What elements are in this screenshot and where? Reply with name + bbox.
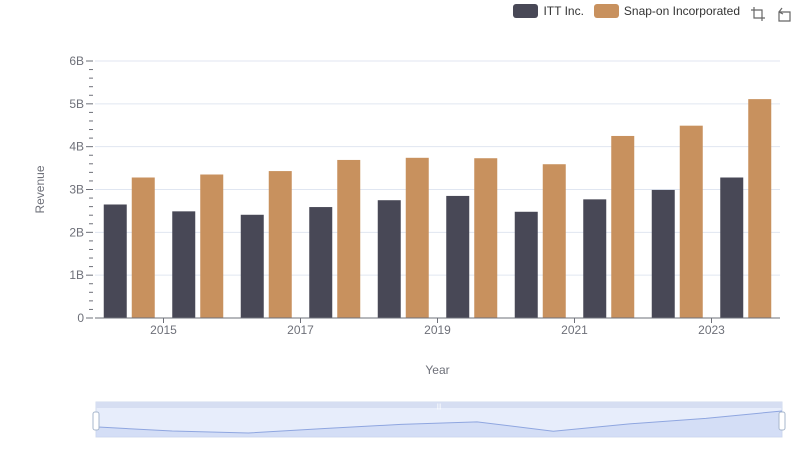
bar-itt-2015[interactable] bbox=[172, 211, 196, 318]
bar-snapon-2015[interactable] bbox=[200, 174, 224, 318]
y-tick-label: 2B bbox=[69, 225, 84, 239]
bar-itt-2018[interactable] bbox=[377, 200, 401, 318]
toolbox bbox=[750, 6, 792, 22]
y-tick-label: 1B bbox=[69, 268, 84, 282]
bar-itt-2016[interactable] bbox=[240, 214, 264, 318]
datazoom-grip: ||| bbox=[437, 404, 442, 410]
x-tick-label: 2015 bbox=[150, 323, 177, 337]
restore-icon[interactable] bbox=[776, 6, 792, 22]
legend-swatch-snapon bbox=[593, 4, 619, 18]
bar-snapon-2017[interactable] bbox=[337, 159, 361, 318]
bar-itt-2019[interactable] bbox=[446, 195, 470, 318]
bar-snapon-2020[interactable] bbox=[542, 164, 566, 318]
bar-itt-2022[interactable] bbox=[651, 189, 675, 318]
datazoom-preview-area bbox=[96, 411, 782, 437]
y-tick-label: 3B bbox=[69, 183, 84, 197]
x-axis-title: Year bbox=[425, 363, 449, 377]
legend-label-snapon: Snap-on Incorporated bbox=[623, 4, 740, 18]
datazoom-handle-right[interactable] bbox=[778, 411, 786, 431]
x-tick-label: 2017 bbox=[287, 323, 314, 337]
bar-itt-2014[interactable] bbox=[103, 204, 127, 318]
bar-snapon-2023[interactable] bbox=[748, 99, 772, 318]
legend-item-snapon[interactable]: Snap-on Incorporated bbox=[593, 4, 740, 18]
y-tick-label: 5B bbox=[69, 97, 84, 111]
bar-snapon-2016[interactable] bbox=[268, 171, 292, 318]
bar-snapon-2022[interactable] bbox=[679, 125, 703, 318]
bar-itt-2020[interactable] bbox=[514, 211, 538, 318]
bar-itt-2023[interactable] bbox=[720, 177, 744, 318]
bar-snapon-2019[interactable] bbox=[474, 158, 498, 318]
legend-swatch-itt bbox=[513, 4, 539, 18]
x-tick-label: 2023 bbox=[698, 323, 725, 337]
bar-snapon-2018[interactable] bbox=[405, 157, 429, 318]
y-tick-label: 4B bbox=[69, 140, 84, 154]
y-tick-label: 6B bbox=[69, 54, 84, 68]
datazoom-top-bar bbox=[96, 402, 782, 408]
datazoom-handle-left[interactable] bbox=[92, 411, 100, 431]
x-tick-label: 2019 bbox=[424, 323, 451, 337]
legend-label-itt: ITT Inc. bbox=[543, 4, 584, 18]
y-tick-label: 0 bbox=[77, 311, 84, 325]
legend-item-itt[interactable]: ITT Inc. bbox=[513, 4, 584, 18]
bar-snapon-2021[interactable] bbox=[611, 135, 635, 318]
bar-itt-2021[interactable] bbox=[583, 199, 607, 318]
zoom-icon[interactable] bbox=[750, 6, 766, 22]
y-axis-title: Revenue bbox=[33, 165, 47, 213]
bar-snapon-2014[interactable] bbox=[131, 177, 155, 318]
x-tick-label: 2021 bbox=[561, 323, 588, 337]
legend: ITT Inc. Snap-on Incorporated bbox=[513, 4, 740, 18]
datazoom-preview-line bbox=[95, 410, 783, 434]
bar-itt-2017[interactable] bbox=[309, 207, 333, 318]
